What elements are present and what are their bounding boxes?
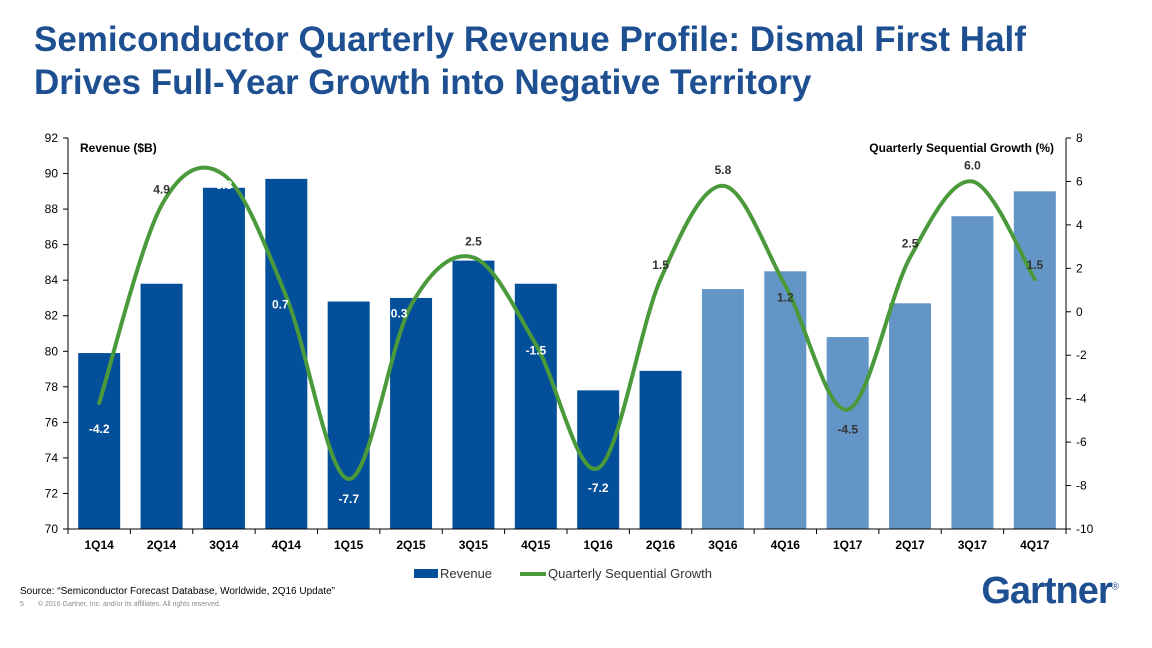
revenue-bar: [140, 283, 183, 529]
x-tick-label: 2Q17: [895, 538, 925, 552]
logo-text: Gartner: [981, 570, 1112, 612]
revenue-bar: [951, 216, 994, 529]
growth-data-label: 4.9: [153, 182, 170, 196]
page-title: Semiconductor Quarterly Revenue Profile:…: [34, 20, 1026, 102]
right-tick-label: 2: [1076, 261, 1083, 275]
growth-data-label: 2.5: [465, 234, 482, 248]
left-tick-label: 80: [45, 344, 59, 358]
x-tick-label: 2Q16: [646, 538, 676, 552]
growth-data-label: 0.3: [391, 306, 408, 320]
growth-data-label: 0.7: [272, 298, 289, 312]
growth-data-label: -1.5: [525, 343, 546, 357]
x-tick-label: 3Q16: [708, 538, 738, 552]
revenue-bar: [514, 283, 557, 529]
x-tick-label: 4Q14: [272, 538, 302, 552]
x-tick-label: 3Q17: [958, 538, 988, 552]
revenue-bar: [701, 289, 744, 529]
left-tick-label: 92: [45, 131, 59, 145]
right-tick-label: -6: [1076, 435, 1087, 449]
x-tick-label: 1Q14: [85, 538, 115, 552]
growth-data-label: 6.3: [216, 178, 233, 192]
x-tick-label: 1Q16: [584, 538, 614, 552]
right-tick-label: -2: [1076, 348, 1087, 362]
right-tick-label: 0: [1076, 305, 1083, 319]
revenue-bar: [265, 178, 308, 530]
growth-data-label: -7.2: [588, 481, 609, 495]
left-axis-title: Revenue ($B): [80, 141, 157, 155]
right-tick-label: -4: [1076, 392, 1087, 406]
left-tick-label: 70: [45, 522, 59, 536]
x-tick-label: 4Q17: [1020, 538, 1050, 552]
left-tick-label: 88: [45, 202, 59, 216]
revenue-bar: [78, 353, 121, 529]
revenue-bar: [764, 271, 807, 529]
left-tick-label: 76: [45, 415, 59, 429]
growth-data-label: -4.5: [837, 423, 858, 437]
left-tick-label: 86: [45, 238, 59, 252]
revenue-bar: [889, 303, 932, 529]
x-tick-label: 3Q14: [209, 538, 239, 552]
growth-data-label: 5.8: [715, 163, 732, 177]
x-tick-label: 2Q15: [396, 538, 426, 552]
right-tick-label: 4: [1076, 218, 1083, 232]
x-tick-label: 1Q15: [334, 538, 364, 552]
growth-data-label: 1.2: [777, 291, 794, 305]
right-tick-label: -10: [1076, 522, 1094, 536]
growth-data-label: -4.2: [89, 422, 110, 436]
legend-label-growth: Quarterly Sequential Growth: [548, 566, 712, 581]
registered-mark: ®: [1111, 581, 1119, 593]
left-tick-label: 78: [45, 380, 59, 394]
gartner-logo: Gartner®: [981, 570, 1119, 613]
left-tick-label: 82: [45, 309, 59, 323]
growth-line: [97, 165, 1037, 482]
revenue-bar: [390, 297, 433, 529]
x-tick-label: 2Q14: [147, 538, 177, 552]
copyright-text: © 2016 Gartner, Inc. and/or its affiliat…: [37, 601, 221, 608]
revenue-bar: [1013, 191, 1056, 529]
legend-swatch-revenue: [414, 569, 438, 578]
revenue-bar: [452, 260, 495, 529]
growth-data-label: 1.5: [1026, 258, 1043, 272]
x-tick-label: 4Q16: [771, 538, 801, 552]
revenue-bar: [202, 187, 245, 529]
right-tick-label: -8: [1076, 479, 1087, 493]
growth-data-label: -7.7: [338, 492, 359, 506]
left-tick-label: 90: [45, 167, 59, 181]
right-tick-label: 6: [1076, 174, 1083, 188]
left-tick-label: 74: [45, 451, 59, 465]
left-tick-label: 84: [45, 273, 59, 287]
x-tick-label: 4Q15: [521, 538, 551, 552]
right-tick-label: 8: [1076, 131, 1083, 145]
left-tick-label: 72: [45, 486, 59, 500]
legend-label-revenue: Revenue: [440, 566, 492, 581]
revenue-bar: [639, 370, 682, 529]
page-number: 5: [20, 601, 24, 608]
growth-data-label: 6.0: [964, 158, 981, 172]
x-tick-label: 1Q17: [833, 538, 863, 552]
x-tick-label: 3Q15: [459, 538, 489, 552]
revenue-bar: [327, 301, 370, 529]
growth-data-label: 2.5: [902, 236, 919, 250]
revenue-bar: [826, 337, 869, 529]
footer: 5 © 2016 Gartner, Inc. and/or its affilia…: [20, 601, 235, 608]
right-axis-title: Quarterly Sequential Growth (%): [869, 141, 1054, 155]
growth-data-label: 1.5: [652, 258, 669, 272]
source-note: Source: “Semiconductor Forecast Database…: [20, 586, 335, 597]
